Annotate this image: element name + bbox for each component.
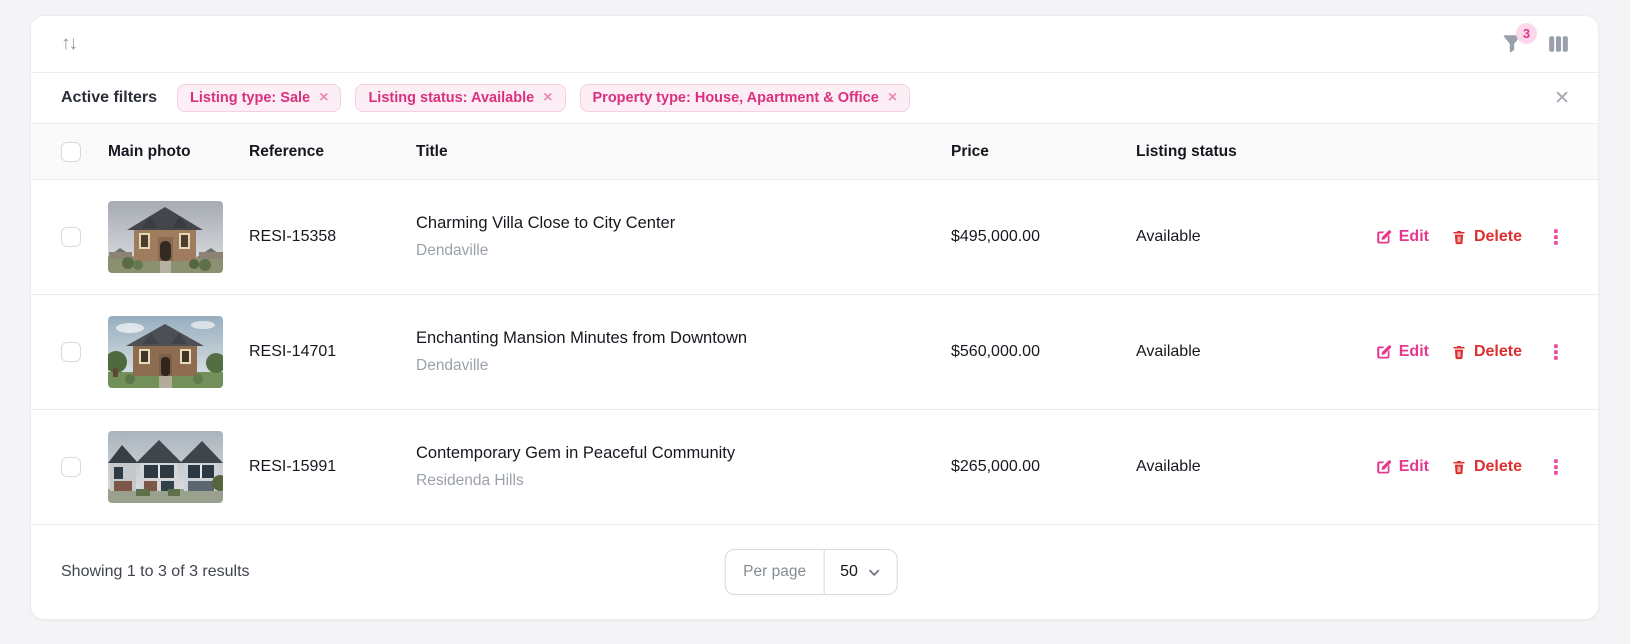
listing-title-cell: Contemporary Gem in Peaceful Community R…: [416, 444, 951, 490]
edit-button[interactable]: Edit: [1375, 228, 1429, 246]
row-menu-kebab-icon[interactable]: ⋮: [1546, 456, 1566, 479]
listing-status: Available: [1136, 343, 1201, 360]
sort-icon[interactable]: ↑↓: [61, 33, 78, 54]
filter-chip-listing-type[interactable]: Listing type: Sale ×: [177, 84, 342, 112]
listing-location: Dendaville: [416, 242, 489, 259]
active-filters-bar: Active filters Listing type: Sale × List…: [31, 72, 1598, 124]
listing-title-cell: Enchanting Mansion Minutes from Downtown…: [416, 329, 951, 375]
filter-count-badge: 3: [1516, 23, 1537, 44]
table-row: RESI-15358 Charming Villa Close to City …: [31, 180, 1598, 295]
delete-label: Delete: [1473, 343, 1522, 360]
row-checkbox[interactable]: [61, 227, 81, 247]
listing-price: $560,000.00: [951, 343, 1040, 360]
delete-button[interactable]: Delete: [1451, 458, 1522, 476]
listing-price: $495,000.00: [951, 228, 1040, 245]
trash-icon: [1451, 459, 1467, 476]
edit-pencil-icon: [1375, 459, 1392, 476]
table-footer: Showing 1 to 3 of 3 results Per page 50: [31, 525, 1598, 619]
columns-icon: [1547, 33, 1570, 55]
listing-title-cell: Charming Villa Close to City Center Dend…: [416, 214, 951, 260]
chip-remove-icon[interactable]: ×: [319, 89, 329, 106]
table-header-row: Main photo Reference Title Price Listing…: [31, 124, 1598, 180]
per-page-select[interactable]: 50: [825, 550, 897, 594]
filter-chip-label: Listing type: Sale: [190, 90, 311, 106]
columns-button[interactable]: [1547, 33, 1570, 55]
listing-reference: RESI-15358: [249, 228, 337, 245]
delete-label: Delete: [1473, 228, 1522, 245]
column-header-main-photo: Main photo: [108, 142, 191, 160]
listings-panel: ↑↓ 3 Active filters Listing type: Sale ×…: [30, 15, 1599, 620]
listing-title: Charming Villa Close to City Center: [416, 214, 676, 232]
property-photo: [108, 431, 223, 503]
chip-remove-icon[interactable]: ×: [543, 89, 553, 106]
column-header-reference: Reference: [249, 142, 324, 160]
funnel-icon: [1501, 33, 1523, 55]
listing-status: Available: [1136, 228, 1201, 245]
per-page-value: 50: [840, 563, 858, 580]
filter-button[interactable]: 3: [1501, 23, 1537, 55]
results-summary: Showing 1 to 3 of 3 results: [61, 563, 250, 580]
column-header-price: Price: [951, 142, 989, 160]
listing-location: Dendaville: [416, 357, 489, 374]
toolbar-right-group: 3: [1501, 23, 1570, 55]
edit-label: Edit: [1398, 458, 1429, 475]
row-actions: Edit Delete ⋮: [1316, 340, 1568, 365]
edit-label: Edit: [1398, 343, 1429, 360]
trash-icon: [1451, 344, 1467, 361]
listing-title: Enchanting Mansion Minutes from Downtown: [416, 329, 748, 347]
row-menu-kebab-icon[interactable]: ⋮: [1546, 226, 1566, 249]
select-all-checkbox[interactable]: [61, 141, 81, 162]
edit-button[interactable]: Edit: [1375, 458, 1429, 476]
listing-reference: RESI-14701: [249, 343, 337, 360]
listing-title: Contemporary Gem in Peaceful Community: [416, 444, 736, 462]
delete-button[interactable]: Delete: [1451, 343, 1522, 361]
row-actions: Edit Delete ⋮: [1316, 225, 1568, 250]
listing-price: $265,000.00: [951, 458, 1040, 475]
trash-icon: [1451, 229, 1467, 246]
listing-location: Residenda Hills: [416, 472, 524, 489]
per-page-control[interactable]: Per page 50: [724, 549, 898, 595]
table-row: RESI-15991 Contemporary Gem in Peaceful …: [31, 410, 1598, 525]
listing-reference: RESI-15991: [249, 458, 337, 475]
filter-chip-label: Listing status: Available: [368, 90, 535, 106]
edit-button[interactable]: Edit: [1375, 343, 1429, 361]
edit-pencil-icon: [1375, 344, 1392, 361]
delete-label: Delete: [1473, 458, 1522, 475]
edit-label: Edit: [1398, 228, 1429, 245]
table-toolbar: ↑↓ 3: [31, 16, 1598, 72]
filter-chip-label: Property type: House, Apartment & Office: [592, 90, 879, 106]
listing-status: Available: [1136, 458, 1201, 475]
column-header-title: Title: [416, 142, 448, 160]
chip-remove-icon[interactable]: ×: [887, 89, 898, 106]
edit-pencil-icon: [1375, 229, 1392, 246]
active-filters-label: Active filters: [61, 89, 158, 106]
row-actions: Edit Delete ⋮: [1316, 455, 1568, 480]
table-row: RESI-14701 Enchanting Mansion Minutes fr…: [31, 295, 1598, 410]
delete-button[interactable]: Delete: [1451, 228, 1522, 246]
filter-chip-listing-status[interactable]: Listing status: Available ×: [355, 84, 566, 112]
column-header-listing-status: Listing status: [1136, 142, 1237, 160]
per-page-label: Per page: [725, 550, 826, 594]
clear-filters-icon[interactable]: ✕: [1554, 87, 1570, 109]
property-photo: [108, 316, 223, 388]
row-menu-kebab-icon[interactable]: ⋮: [1546, 341, 1566, 364]
row-checkbox[interactable]: [61, 457, 81, 477]
filter-chip-property-type[interactable]: Property type: House, Apartment & Office…: [579, 84, 911, 112]
chevron-down-icon: [867, 565, 882, 580]
property-photo: [108, 201, 223, 273]
row-checkbox[interactable]: [61, 342, 81, 362]
